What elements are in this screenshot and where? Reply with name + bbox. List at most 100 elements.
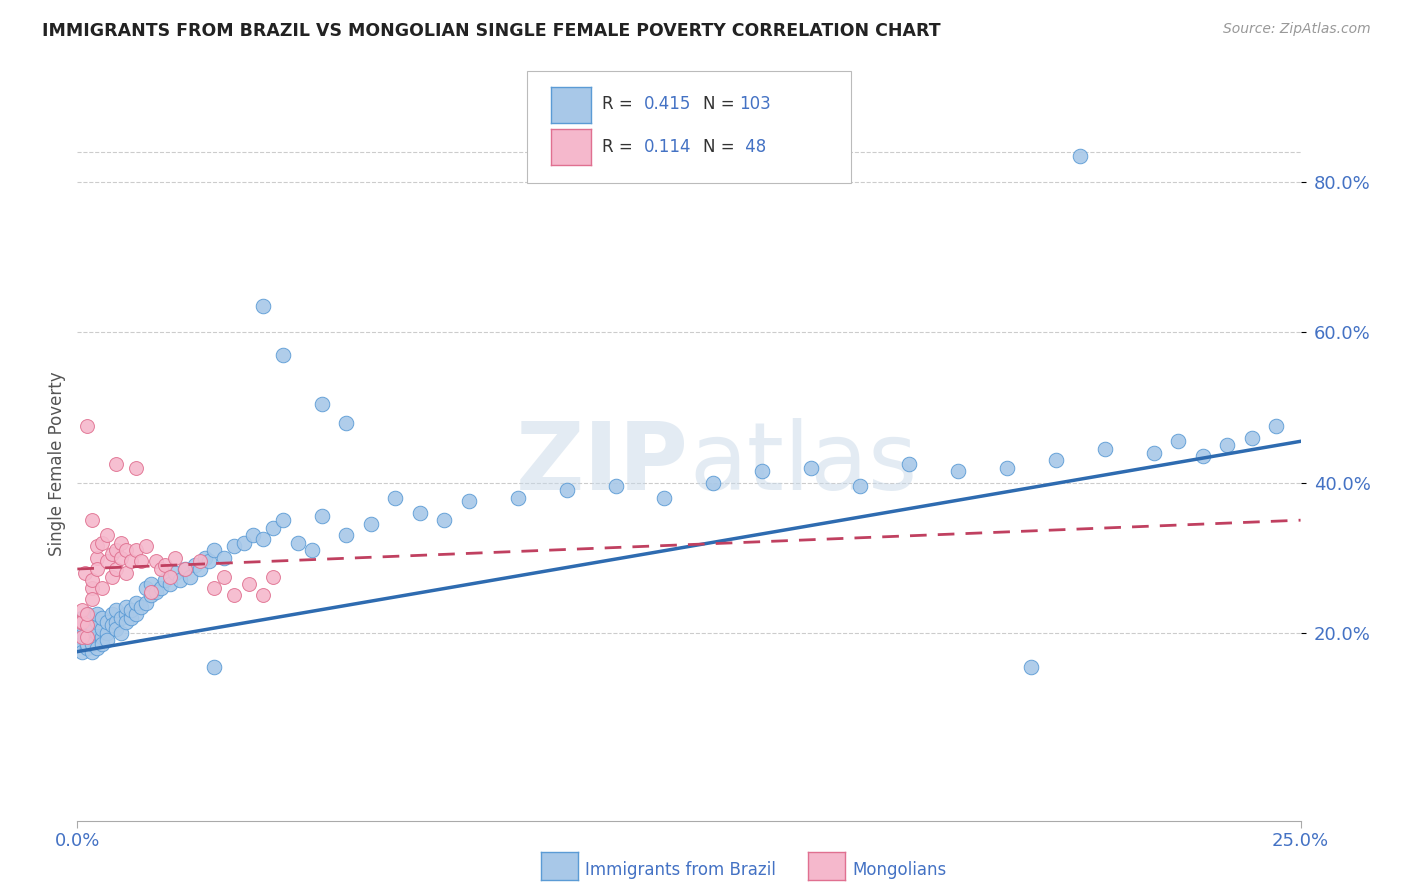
Point	[262, 521, 284, 535]
Point	[76, 625, 98, 640]
Point	[70, 645, 93, 659]
Point	[271, 513, 294, 527]
Point	[301, 543, 323, 558]
Point	[169, 574, 191, 588]
Point	[76, 637, 98, 651]
Point	[110, 625, 132, 640]
Point	[165, 566, 187, 580]
Point	[76, 607, 98, 621]
Text: 103: 103	[740, 95, 772, 113]
Point	[70, 603, 93, 617]
Point	[139, 577, 162, 591]
Point	[145, 584, 167, 599]
Point	[70, 615, 93, 629]
Point	[125, 543, 148, 558]
Point	[76, 630, 98, 644]
Point	[188, 562, 211, 576]
Text: IMMIGRANTS FROM BRAZIL VS MONGOLIAN SINGLE FEMALE POVERTY CORRELATION CHART: IMMIGRANTS FROM BRAZIL VS MONGOLIAN SING…	[42, 22, 941, 40]
Text: 0.415: 0.415	[644, 95, 692, 113]
Point	[80, 630, 103, 644]
Point	[100, 569, 122, 583]
Point	[70, 618, 93, 632]
Point	[252, 532, 274, 546]
Point	[80, 592, 103, 607]
Point	[96, 554, 118, 568]
Point	[222, 540, 245, 554]
Point	[120, 603, 142, 617]
Text: atlas: atlas	[689, 417, 917, 510]
Text: Immigrants from Brazil: Immigrants from Brazil	[585, 861, 776, 879]
Y-axis label: Single Female Poverty: Single Female Poverty	[48, 372, 66, 556]
Point	[129, 599, 152, 614]
Point	[70, 630, 93, 644]
Point	[155, 558, 177, 573]
Point	[995, 460, 1018, 475]
Point	[105, 562, 128, 576]
Text: 48: 48	[740, 138, 766, 156]
Point	[212, 569, 235, 583]
Point	[238, 577, 260, 591]
Point	[100, 547, 122, 561]
Point	[898, 457, 921, 471]
Point	[105, 603, 128, 617]
Point	[165, 550, 187, 565]
Point	[105, 543, 128, 558]
Point	[188, 554, 211, 568]
Point	[1045, 453, 1067, 467]
Point	[80, 513, 103, 527]
Point	[311, 509, 333, 524]
Point	[105, 457, 128, 471]
Point	[849, 479, 872, 493]
Point	[271, 348, 294, 362]
Point	[135, 596, 157, 610]
Point	[90, 630, 112, 644]
Point	[202, 543, 225, 558]
Point	[80, 645, 103, 659]
Point	[946, 464, 969, 478]
Point	[76, 618, 98, 632]
Point	[90, 535, 112, 549]
Point	[86, 562, 108, 576]
Point	[1069, 149, 1091, 163]
Point	[80, 637, 103, 651]
Point	[96, 615, 118, 629]
Point	[73, 630, 96, 644]
Point	[232, 535, 254, 549]
Point	[193, 550, 215, 565]
Point	[198, 554, 221, 568]
Text: R =: R =	[602, 95, 638, 113]
Point	[80, 574, 103, 588]
Point	[174, 562, 197, 576]
Point	[76, 615, 98, 629]
Point	[135, 540, 157, 554]
Point	[115, 543, 138, 558]
Point	[80, 581, 103, 595]
Text: N =: N =	[703, 138, 740, 156]
Point	[654, 491, 676, 505]
Point	[90, 611, 112, 625]
Point	[252, 588, 274, 602]
Text: Mongolians: Mongolians	[852, 861, 946, 879]
Point	[1167, 434, 1189, 449]
Point	[110, 550, 132, 565]
Point	[86, 607, 108, 621]
Point	[73, 566, 96, 580]
Point	[1094, 442, 1116, 456]
Point	[125, 596, 148, 610]
Point	[90, 622, 112, 636]
Point	[125, 460, 148, 475]
Point	[222, 588, 245, 602]
Point	[100, 618, 122, 632]
Point	[76, 640, 98, 655]
Point	[360, 516, 382, 531]
Point	[145, 554, 167, 568]
Point	[100, 607, 122, 621]
Point	[184, 558, 207, 573]
Point	[90, 581, 112, 595]
Point	[202, 659, 225, 673]
Point	[120, 554, 142, 568]
Point	[96, 528, 118, 542]
Point	[96, 633, 118, 648]
Point	[135, 581, 157, 595]
Point	[1021, 659, 1043, 673]
